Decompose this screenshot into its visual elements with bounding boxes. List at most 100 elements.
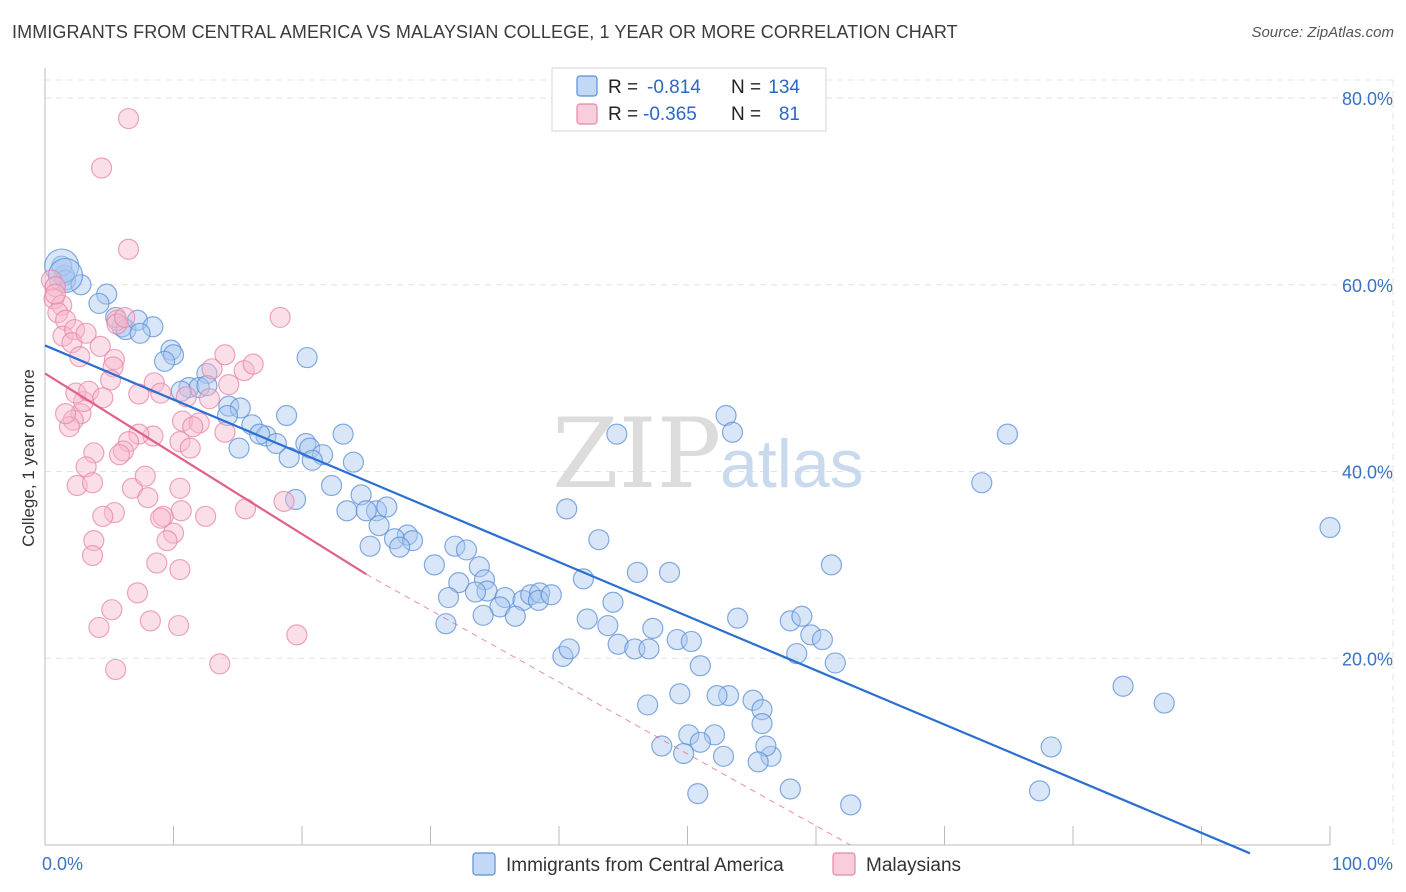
malaysians-point-80 — [214, 344, 236, 366]
watermark-atlas: atlas — [720, 426, 864, 502]
malaysians-point-71 — [169, 558, 191, 581]
immigrants-point-34 — [332, 423, 354, 445]
immigrants-point-92 — [718, 684, 740, 707]
immigrants-point-10 — [142, 316, 164, 338]
immigrants-point-94 — [637, 694, 659, 716]
legend-r-label-2: R = — [608, 104, 638, 125]
y-tick-label-0: 20.0% — [1342, 649, 1393, 669]
legend-n-value-1: 134 — [768, 77, 800, 98]
malaysians-point-29 — [198, 388, 221, 410]
immigrants-point-77 — [638, 638, 660, 660]
malaysians-point-56 — [137, 487, 159, 509]
immigrants-point-50 — [444, 535, 466, 557]
malaysians-point-73 — [101, 599, 123, 621]
trend-lines — [44, 344, 1251, 855]
legend-r-label-1: R = — [608, 77, 638, 98]
legend-n-label-1: N = — [731, 77, 761, 98]
series-immigrants-points — [44, 248, 1341, 816]
immigrants-point-119 — [1153, 692, 1175, 714]
y-tick-label-2: 60.0% — [1342, 276, 1393, 296]
axes — [44, 68, 1331, 846]
immigrants-point-52 — [423, 554, 445, 576]
immigrants-point-112 — [651, 735, 673, 757]
malaysians-point-52 — [81, 472, 104, 494]
malaysians-point-64 — [81, 544, 104, 567]
malaysians-point-77 — [209, 653, 231, 675]
immigrants-point-42 — [376, 496, 398, 518]
malaysians-point-16 — [114, 306, 136, 329]
immigrants-point-111 — [747, 751, 769, 773]
trend-line-malaysians — [44, 372, 367, 576]
stats-legend-box — [551, 67, 827, 132]
tick-labels: 20.0% 40.0% 60.0% 80.0% 0.0% 100.0% — [42, 89, 1393, 874]
legend-label-malaysians: Malaysians — [866, 855, 961, 876]
malaysians-point-27 — [242, 353, 264, 375]
immigrants-point-113 — [687, 783, 709, 805]
malaysians-point-28 — [218, 374, 240, 396]
malaysians-point-31 — [188, 412, 210, 434]
malaysians-point-75 — [168, 614, 190, 637]
chart-source: Source: ZipAtlas.com — [1251, 24, 1394, 41]
immigrants-point-35 — [342, 451, 364, 473]
malaysians-point-32 — [182, 416, 204, 438]
series-malaysians-points — [40, 107, 308, 681]
immigrants-point-51 — [455, 539, 478, 561]
immigrants-point-75 — [607, 633, 629, 655]
malaysians-point-25 — [201, 358, 223, 380]
immigrants-point-27 — [228, 437, 250, 459]
malaysians-point-60 — [156, 529, 178, 552]
legend-swatch-pink — [576, 103, 598, 125]
immigrants-point-63 — [527, 589, 550, 611]
malaysians-point-72 — [126, 582, 149, 604]
immigrants-point-88 — [689, 655, 711, 677]
immigrants-point-117 — [996, 423, 1019, 445]
trend-line-immigrants — [44, 344, 1251, 855]
immigrants-point-66 — [472, 604, 494, 626]
immigrants-point-49 — [359, 535, 381, 557]
malaysians-point-24 — [175, 386, 197, 408]
immigrants-point-41 — [336, 500, 358, 522]
immigrants-point-89 — [727, 607, 749, 629]
legend-swatch-malaysians — [832, 852, 856, 876]
x-tick-label-0: 0.0% — [42, 854, 83, 874]
immigrants-point-120 — [1040, 736, 1062, 758]
malaysians-point-49 — [58, 416, 81, 438]
malaysians-point-70 — [146, 552, 168, 574]
immigrants-point-19 — [196, 374, 218, 397]
malaysians-point-40 — [108, 444, 131, 466]
malaysians-point-61 — [103, 501, 125, 524]
immigrants-point-78 — [626, 561, 648, 583]
immigrants-point-38 — [296, 346, 318, 369]
chart-title: IMMIGRANTS FROM CENTRAL AMERICA VS MALAY… — [12, 22, 958, 42]
malaysians-point-51 — [66, 474, 88, 497]
malaysians-point-0 — [117, 107, 140, 130]
malaysians-point-81 — [44, 283, 66, 305]
immigrants-point-64 — [540, 584, 562, 606]
stats-legend: R = -0.814 N = 134 R = -0.365 N = 81 — [551, 67, 827, 132]
immigrants-point-24 — [275, 404, 298, 427]
legend-r-value-1: -0.814 — [647, 77, 701, 98]
immigrants-point-55 — [448, 572, 470, 594]
immigrants-point-5 — [88, 292, 110, 315]
immigrants-point-97 — [779, 610, 801, 632]
malaysians-point-66 — [269, 306, 291, 329]
immigrants-point-121 — [1028, 780, 1051, 802]
immigrants-point-73 — [602, 591, 624, 613]
immigrants-point-102 — [786, 642, 808, 665]
malaysians-point-34 — [169, 431, 191, 453]
immigrants-point-93 — [669, 683, 691, 705]
series-legend: Immigrants from Central America Malaysia… — [472, 852, 961, 876]
malaysians-point-79 — [286, 624, 308, 646]
immigrants-point-116 — [971, 472, 993, 494]
malaysians-point-54 — [134, 465, 156, 487]
immigrants-point-65 — [489, 596, 511, 618]
malaysians-point-53 — [121, 477, 143, 499]
immigrants-point-56 — [437, 586, 460, 609]
immigrants-point-101 — [800, 624, 822, 646]
immigrants-point-72 — [576, 608, 598, 630]
malaysians-point-10 — [63, 318, 86, 341]
immigrants-point-109 — [712, 745, 735, 767]
immigrants-point-98 — [791, 605, 813, 627]
immigrants-point-103 — [811, 628, 834, 651]
malaysians-point-39 — [112, 440, 134, 462]
